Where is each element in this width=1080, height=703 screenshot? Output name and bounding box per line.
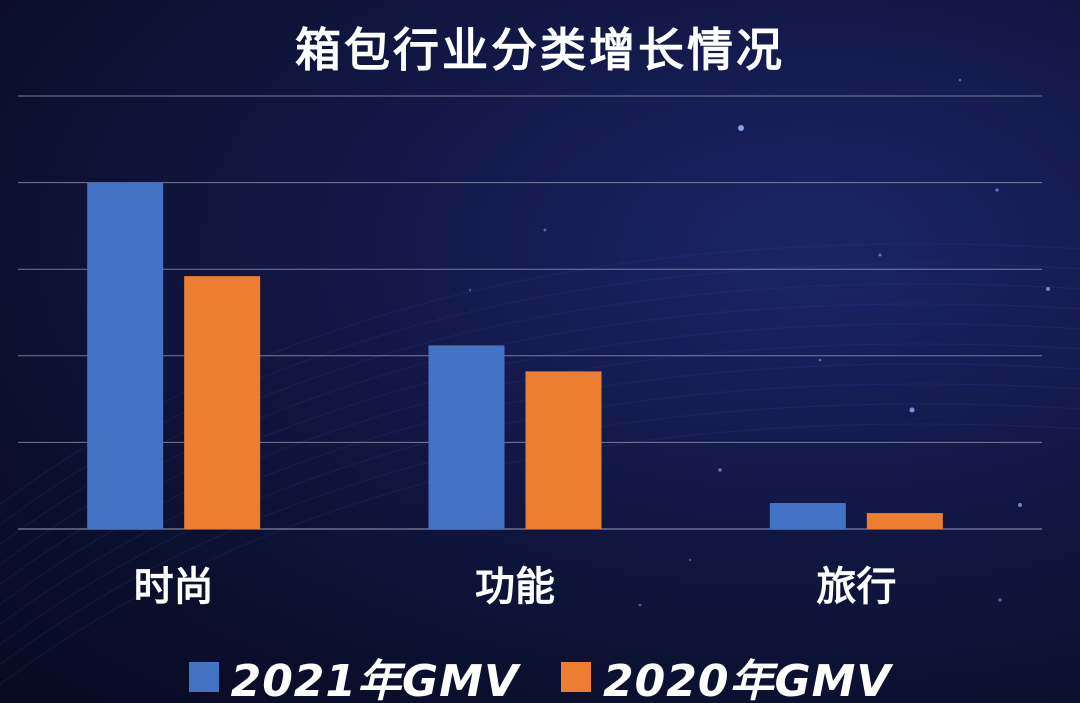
legend-label-2020: 2020年GMV — [603, 656, 892, 703]
bar-2020-3 — [866, 513, 943, 529]
legend-swatch-2021 — [188, 662, 219, 692]
category-label: 功能 — [475, 564, 555, 610]
legend-label-2021: 2021年GMV — [230, 656, 519, 703]
bars — [87, 182, 943, 529]
category-labels: 时尚 功能 旅行 — [134, 564, 897, 610]
bar-2021-1 — [87, 182, 164, 529]
category-label: 时尚 — [134, 564, 214, 610]
legend-item-2020: 2020年GMV — [561, 645, 891, 703]
legend-item-2021: 2021年GMV — [188, 645, 519, 703]
bar-2021-2 — [428, 345, 505, 529]
category-label: 旅行 — [816, 564, 896, 610]
bar-2020-2 — [525, 371, 602, 529]
bar-2020-1 — [184, 276, 261, 529]
chart-title: 箱包行业分类增长情况 — [295, 23, 785, 77]
bar-2021-3 — [769, 503, 846, 529]
legend-swatch-2020 — [561, 662, 591, 692]
legend: 2021年GMV 2020年GMV — [0, 645, 1080, 703]
